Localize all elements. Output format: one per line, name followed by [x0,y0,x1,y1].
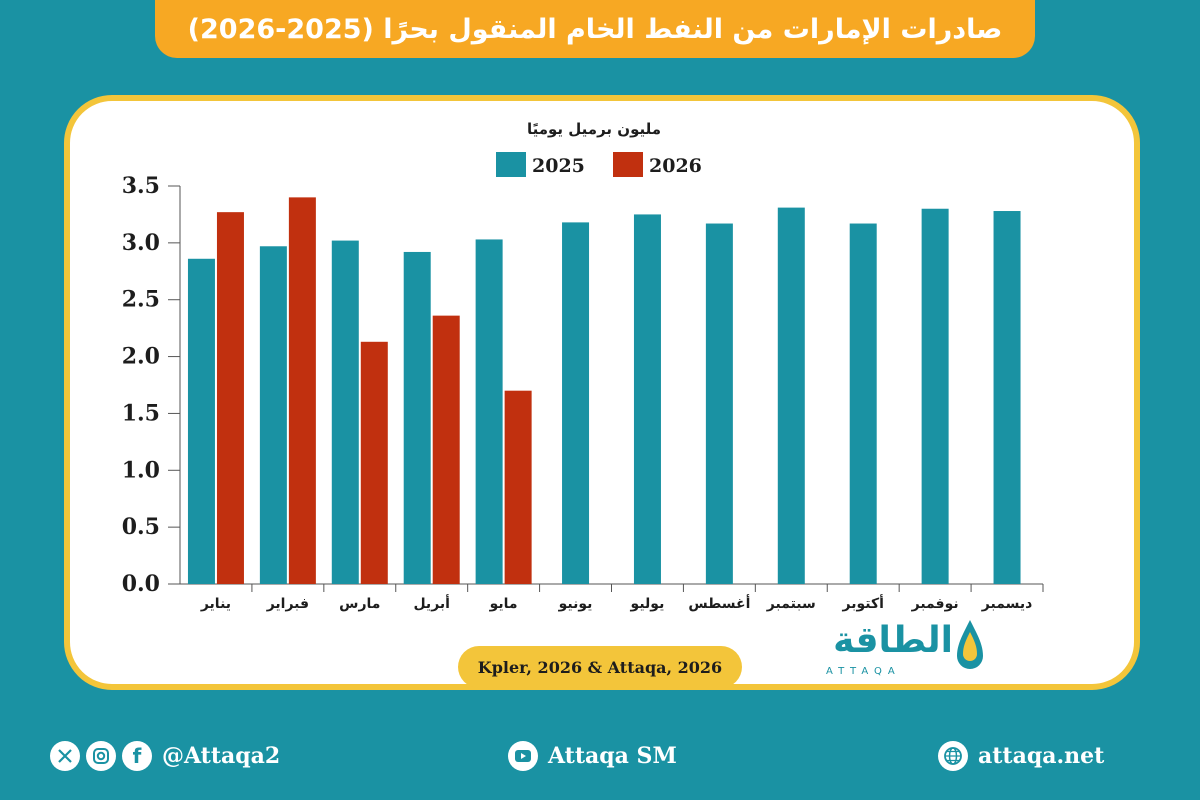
chart-title: صادرات الإمارات من النفط الخام المنقول ب… [187,13,1003,45]
bar-2025-8 [705,223,733,585]
x-tick-label: أغسطس [688,594,750,612]
bar-2025-4 [403,251,431,584]
facebook-icon[interactable]: f [122,741,152,771]
bar-2025-7 [633,214,661,584]
website-url[interactable]: attaqa.net [978,743,1105,769]
footer-social: f @Attaqa2 [50,736,280,776]
x-tick-label: أكتوبر [842,594,884,612]
footer-youtube: Attaqa SM [508,736,677,776]
bar-2026-5 [504,390,532,584]
bar-2025-2 [259,246,287,585]
legend-label-2026: 2026 [649,155,702,177]
social-handle[interactable]: @Attaqa2 [162,743,281,769]
y-tick-label: 0.5 [122,514,160,540]
x-tick-label: أبريل [413,594,450,612]
legend-label-2025: 2025 [532,155,585,177]
y-tick-label: 2.0 [122,344,160,370]
bar-2025-3 [331,240,359,584]
y-tick-label: 1.0 [122,457,160,483]
y-tick-label: 3.0 [122,230,160,256]
bar-2026-1 [216,212,244,584]
bar-2025-9 [777,207,805,584]
youtube-icon[interactable] [508,741,538,771]
attaqa-logo: الطاقة ATTAQA [808,618,993,684]
y-tick-label: 3.5 [122,173,160,199]
y-tick-label: 1.5 [122,400,160,426]
y-tick-label: 2.5 [122,287,160,313]
bar-2025-11 [921,208,949,584]
logo-drop-icon [957,620,983,669]
x-tick-label: ديسمبر [981,596,1033,612]
globe-icon[interactable] [938,741,968,771]
logo-latin-text: ATTAQA [826,666,901,677]
bar-2026-2 [288,197,316,584]
y-axis-label: مليون برميل يوميًا [527,120,661,138]
source-pill: Kpler, 2026 & Attaqa, 2026 [458,646,742,688]
bar-2025-12 [993,211,1021,584]
bar-2025-1 [187,258,215,584]
instagram-icon[interactable] [86,741,116,771]
x-tick-label: فبراير [266,596,309,612]
bar-2026-3 [360,341,388,584]
bar-2025-6 [562,222,590,585]
legend-swatch-2026 [613,152,643,177]
x-icon[interactable] [50,741,80,771]
x-tick-label: نوفمبر [911,596,959,612]
bar-2025-5 [475,239,503,584]
bar-2025-10 [849,223,877,585]
legend-swatch-2025 [496,152,526,177]
source-text: Kpler, 2026 & Attaqa, 2026 [477,657,723,677]
y-tick-label: 0.0 [122,571,160,597]
x-tick-label: يوليو [630,596,665,612]
youtube-label[interactable]: Attaqa SM [548,743,677,769]
footer-website: attaqa.net [938,736,1104,776]
logo-arabic-text: الطاقة [833,620,953,661]
x-tick-label: مايو [489,596,518,612]
x-tick-label: يونيو [558,596,593,612]
title-banner: صادرات الإمارات من النفط الخام المنقول ب… [155,0,1035,58]
bar-2026-4 [432,315,460,584]
x-tick-label: مارس [339,596,380,612]
x-tick-label: سبتمبر [766,596,816,612]
x-tick-label: يناير [200,596,231,612]
